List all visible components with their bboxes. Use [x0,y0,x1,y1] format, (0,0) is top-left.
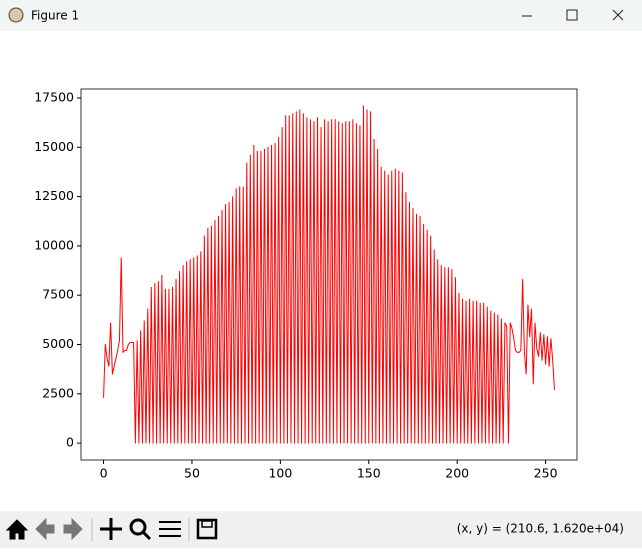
configure-button[interactable] [159,521,181,537]
x-tick-label: 250 [534,466,558,481]
close-button[interactable] [612,9,624,21]
y-tick-label: 10000 [34,237,74,252]
title-bar [0,0,642,31]
save-button[interactable] [196,518,218,540]
x-tick-label: 50 [184,466,200,481]
y-tick-label: 5000 [42,336,74,351]
app-icon [8,7,24,23]
toolbar-icons [5,517,218,541]
data-line [103,105,555,444]
x-tick-label: 100 [268,466,292,481]
y-tick-label: 7500 [42,287,74,302]
home-button[interactable] [5,519,29,540]
plot: 0 2500 5000 7500 10000 12500 15000 17500 0 50 100 1… [34,88,578,481]
x-tick-label: 150 [357,466,381,481]
y-tick-label: 12500 [34,188,74,203]
pan-button[interactable] [100,518,122,540]
zoom-handle [141,530,152,541]
x-tick-label: 0 [100,466,108,481]
save-icon-detail [201,520,213,528]
forward-button[interactable] [63,517,83,541]
y-tick-label: 0 [66,435,74,450]
status-text: (x, y) = (210.6, 1.620e+04) [457,522,624,536]
y-tick-label: 2500 [42,385,74,400]
back-button[interactable] [35,517,55,541]
zoom-button[interactable] [129,518,147,536]
window-title: Figure 1 [31,9,79,23]
maximize-button[interactable] [566,9,578,21]
axes-frame [80,88,578,461]
x-tick-label: 200 [445,466,469,481]
y-tick-label: 17500 [34,89,74,104]
y-tick-label: 15000 [34,139,74,154]
